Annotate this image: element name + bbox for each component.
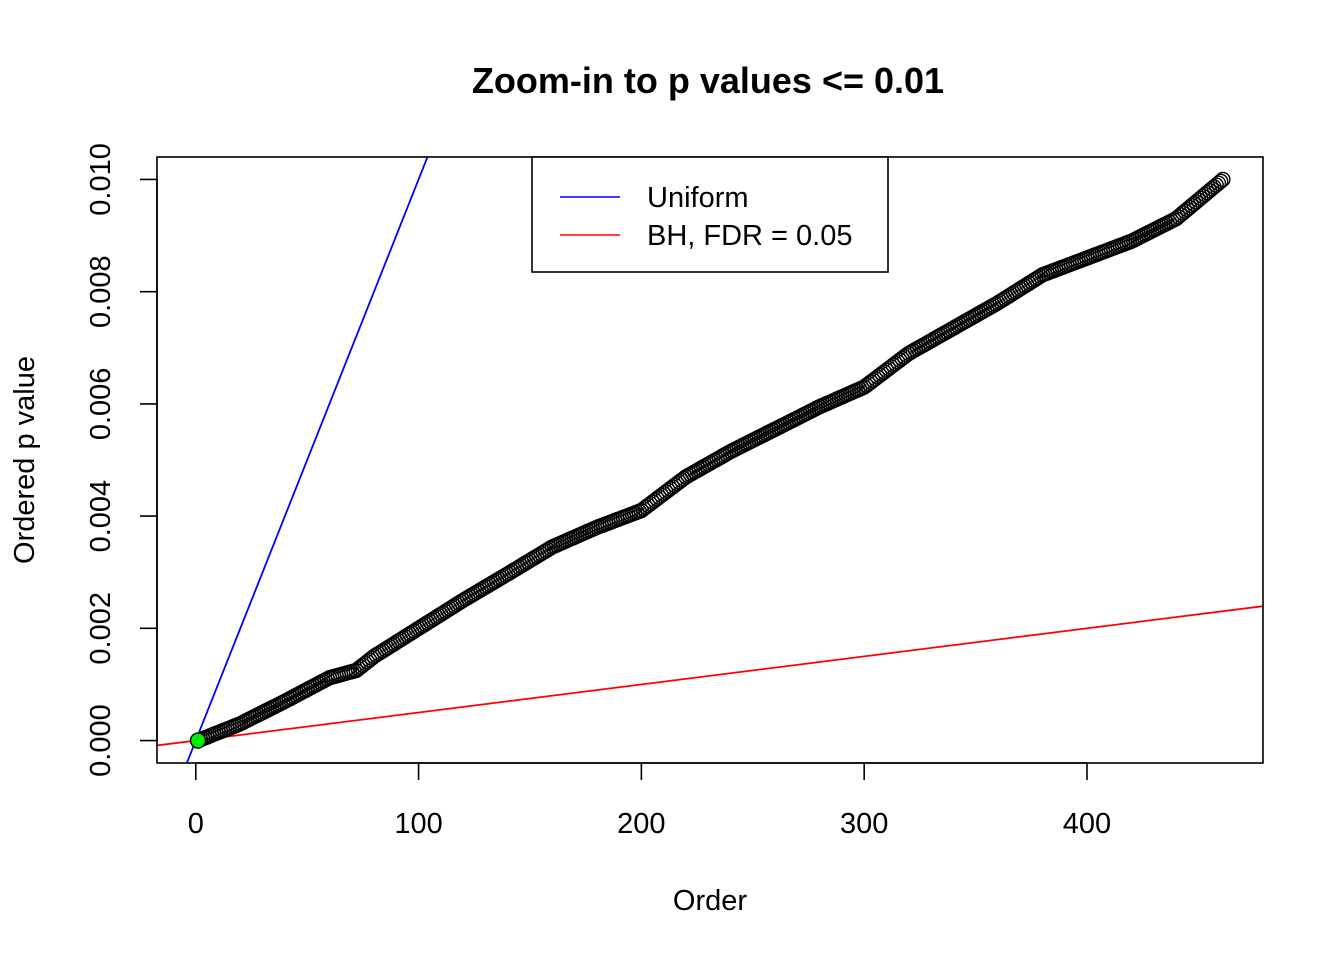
data-points xyxy=(189,171,1231,749)
y-tick-label: 0.004 xyxy=(85,480,117,553)
x-tick-label: 300 xyxy=(840,808,888,840)
y-tick-label: 0.002 xyxy=(85,592,117,665)
legend-label-bh: BH, FDR = 0.05 xyxy=(647,220,853,252)
legend-label-uniform: Uniform xyxy=(647,182,749,214)
y-tick-label: 0.000 xyxy=(85,704,117,777)
x-tick-label: 400 xyxy=(1063,808,1111,840)
data-point xyxy=(1215,171,1231,188)
reference-line-1 xyxy=(157,605,1263,747)
x-tick-label: 100 xyxy=(394,808,442,840)
legend-box xyxy=(531,156,889,273)
y-tick-label: 0.008 xyxy=(85,255,117,328)
x-axis-label: Order xyxy=(673,885,747,917)
y-tick-label: 0.006 xyxy=(85,368,117,441)
x-axis: 0 100 200 300 400 xyxy=(188,762,1111,840)
legend: Uniform BH, FDR = 0.05 xyxy=(531,156,889,273)
data-point xyxy=(1210,175,1227,191)
chart-title: Zoom-in to p values <= 0.01 xyxy=(472,60,944,101)
y-tick-label: 0.010 xyxy=(85,143,117,216)
reference-lines xyxy=(157,157,1263,763)
y-axis-label: Ordered p value xyxy=(9,356,41,564)
y-axis: 0.000 0.002 0.004 0.006 0.008 0.010 xyxy=(85,143,158,777)
x-tick-label: 200 xyxy=(617,808,665,840)
data-point xyxy=(1212,173,1229,190)
highlight-point xyxy=(189,732,207,749)
reference-line-0 xyxy=(185,157,429,763)
x-tick-label: 0 xyxy=(188,808,204,840)
